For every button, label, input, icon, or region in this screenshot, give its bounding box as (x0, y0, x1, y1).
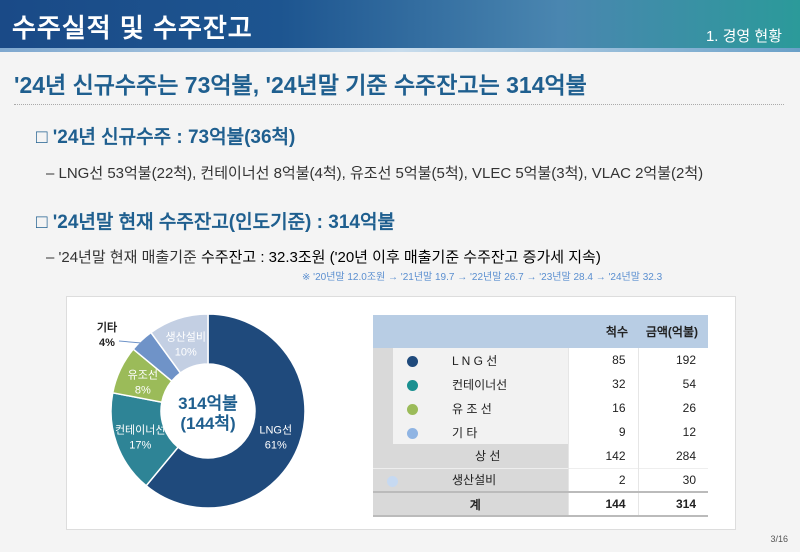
row-amount: 30 (637, 468, 708, 492)
donut-chart: LNG선 61% 컨테이너선 17% 유조선 8% 기타 4% 생산설비 10% 314억불(144… (97, 313, 306, 509)
backlog-detail: – '24년말 현재 매출기준 수주잔고 : 32.3조원 ('20년 이후 매… (46, 246, 601, 267)
table-row: 기 타 9 12 (373, 420, 708, 444)
header-ships: 척수 (568, 315, 638, 348)
backlog-detail-prefix: – '24년말 현재 매출기준 (46, 249, 201, 266)
table-row-subtotal: 상 선 142 284 (373, 444, 708, 468)
header-banner: 수주실적 및 수주잔고 1. 경영 현황 (0, 0, 800, 52)
header-amount: 금액(억불) (638, 315, 708, 348)
row-ships: 16 (567, 396, 638, 420)
row-amount: 12 (637, 420, 708, 444)
row-label: 생산설비 (452, 473, 497, 488)
donut-slice (149, 313, 209, 375)
backlog-note: ※ '20년말 12.0조원 → '21년말 19.7 → '22년말 26.7… (302, 272, 663, 283)
headline: '24년 신규수주는 73억불, '24년말 기준 수주잔고는 314억불 (14, 72, 587, 98)
table-header-row: 척수 금액(억불) (373, 315, 708, 348)
slice-label: 유조선 (128, 368, 158, 381)
new-orders-detail: – LNG선 53억불(22척), 컨테이너선 8억불(4척), 유조선 5억불… (46, 165, 704, 182)
row-ships: 142 (567, 444, 638, 468)
legend-dot-icon (407, 403, 418, 415)
row-amount: 54 (637, 372, 708, 396)
row-amount: 284 (637, 444, 708, 468)
slice-pct: 61% (265, 439, 287, 451)
row-label: 컨테이너선 (452, 377, 508, 392)
row-ships: 2 (567, 468, 638, 492)
row-label: 계 (373, 491, 568, 517)
header-stripe (0, 48, 800, 52)
page-title: 수주실적 및 수주잔고 (12, 13, 253, 43)
row-label: 유 조 선 (452, 401, 492, 416)
slice-label: 기타 (97, 320, 118, 334)
center-label: (144척) (180, 414, 235, 433)
page-number: 3/16 (770, 534, 788, 544)
bullet-backlog: □ '24년말 현재 수주잔고(인도기준) : 314억불 (36, 212, 395, 233)
row-label: 상 선 (393, 444, 568, 468)
slice-label: 컨테이너선 (115, 423, 166, 436)
row-ships: 144 (567, 491, 638, 517)
row-ships: 32 (567, 372, 638, 396)
backlog-table: 척수 금액(억불) L N G 선 85 192 컨테이너선 32 54 유 조 선 16 26 기… (373, 315, 708, 517)
section-label: 1. 경영 현황 (705, 28, 782, 45)
row-label: 기 타 (452, 425, 478, 440)
row-ships: 9 (567, 420, 638, 444)
table-row-equipment: 생산설비 2 30 (373, 468, 708, 492)
row-amount: 314 (637, 491, 708, 517)
legend-dot-icon (407, 355, 418, 367)
center-label: 314억불 (178, 394, 238, 413)
table-row: L N G 선 85 192 (373, 348, 708, 372)
divider (14, 104, 784, 105)
backlog-detail-main: 수주잔고 : 32.3조원 ('20년 이후 매출기준 수주잔고 증가세 지속) (200, 249, 601, 266)
table-row: 컨테이너선 32 54 (373, 372, 708, 396)
row-amount: 192 (637, 348, 708, 372)
slice-label: LNG선 (259, 423, 292, 436)
slice-label: 생산설비 (166, 331, 206, 344)
slice-pct: 10% (175, 347, 197, 359)
bullet-new-orders: □ '24년 신규수주 : 73억불(36척) (36, 127, 296, 148)
table-row: 유 조 선 16 26 (373, 396, 708, 420)
slice-pct: 4% (99, 337, 115, 349)
legend-dot-icon (387, 475, 398, 487)
slice-pct: 8% (135, 384, 151, 396)
donut-slice (145, 313, 306, 509)
row-amount: 26 (637, 396, 708, 420)
leader-line (118, 340, 145, 344)
slice-pct: 17% (129, 439, 151, 451)
table-row-total: 계 144 314 (373, 491, 708, 517)
legend-dot-icon (407, 379, 418, 391)
row-ships: 85 (567, 348, 638, 372)
row-label: L N G 선 (452, 353, 498, 368)
legend-dot-icon (407, 427, 418, 439)
